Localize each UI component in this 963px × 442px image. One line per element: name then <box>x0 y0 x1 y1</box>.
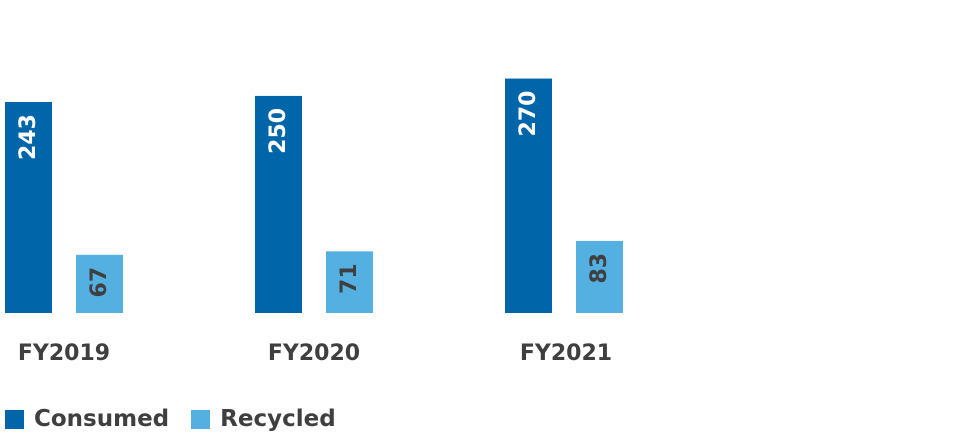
category-label-fy2021: FY2021 <box>520 341 612 366</box>
bar-value-label-consumed-fy2019: 243 <box>16 114 41 160</box>
bar-value-label-recycled-fy2020: 71 <box>337 263 362 294</box>
bar-consumed-fy2020 <box>255 95 302 313</box>
legend: Consumed Recycled <box>5 406 358 432</box>
bar-consumed-fy2019 <box>5 102 52 313</box>
legend-swatch-recycled <box>191 409 211 429</box>
bars-group <box>5 78 623 313</box>
bar-labels-group: 243 67 250 71 270 83 <box>16 91 612 298</box>
category-labels-group: FY2019 FY2020 FY2021 <box>18 341 612 366</box>
legend-item-recycled: Recycled <box>191 406 336 432</box>
bar-value-label-consumed-fy2020: 250 <box>266 108 291 154</box>
legend-label-recycled: Recycled <box>220 406 336 432</box>
bar-value-label-recycled-fy2019: 67 <box>87 267 112 298</box>
category-label-fy2019: FY2019 <box>18 341 110 366</box>
bar-value-label-consumed-fy2021: 270 <box>516 91 541 137</box>
legend-swatch-consumed <box>5 409 24 429</box>
category-label-fy2020: FY2020 <box>268 341 360 366</box>
bar-recycled-fy2020 <box>326 251 373 313</box>
bar-value-label-recycled-fy2021: 83 <box>587 253 612 284</box>
legend-item-consumed: Consumed <box>5 406 169 432</box>
legend-label-consumed: Consumed <box>34 406 170 432</box>
bar-consumed-fy2021 <box>505 78 552 313</box>
bar-recycled-fy2019 <box>76 254 123 313</box>
bar-recycled-fy2021 <box>576 240 623 313</box>
bar-chart: 243 67 250 71 270 83 FY2019 FY2020 FY2021 <box>5 78 623 366</box>
